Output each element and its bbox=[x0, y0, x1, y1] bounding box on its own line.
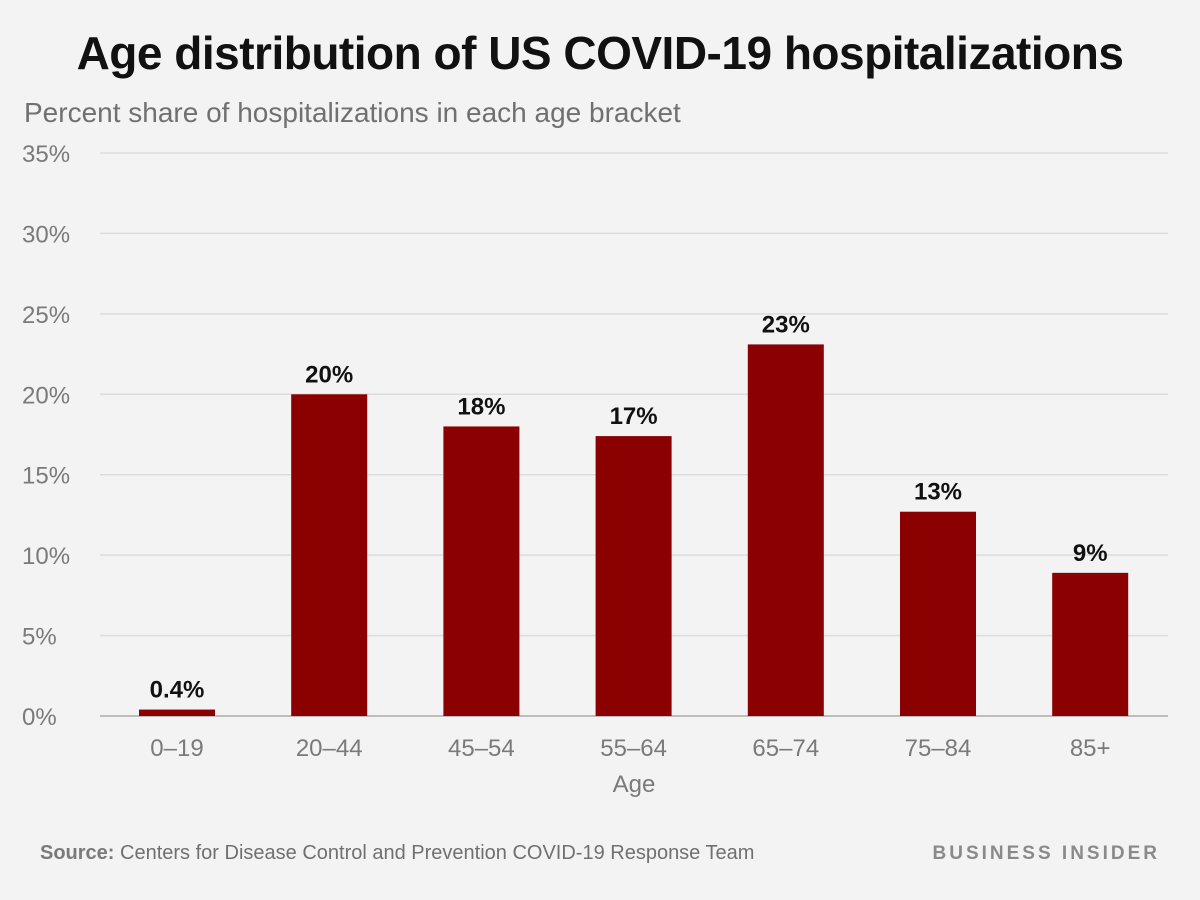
value-label: 0.4% bbox=[150, 677, 205, 704]
y-axis-ticks: 0% 5% 10% 15% 20% 25% 30% 35% bbox=[22, 141, 70, 731]
source-note: Source: Centers for Disease Control and … bbox=[40, 842, 754, 865]
x-tick-label: 55–64 bbox=[600, 735, 667, 762]
x-tick-label: 45–54 bbox=[448, 735, 515, 762]
y-tick-label: 10% bbox=[22, 543, 70, 570]
bar-2 bbox=[443, 426, 520, 716]
bar-1 bbox=[291, 394, 368, 716]
y-tick-label: 0% bbox=[22, 704, 57, 731]
bars bbox=[139, 344, 1129, 716]
bar-5 bbox=[900, 511, 976, 716]
y-tick-label: 30% bbox=[22, 221, 70, 248]
x-tick-label: 75–84 bbox=[905, 735, 972, 762]
brand-logo: BUSINESS INSIDER bbox=[932, 843, 1160, 864]
y-tick-label: 15% bbox=[22, 463, 70, 490]
gridlines bbox=[100, 152, 1168, 717]
x-axis-ticks: 0–19 20–44 45–54 55–64 65–74 75–84 85+ bbox=[150, 735, 1110, 762]
bar-4 bbox=[747, 344, 824, 716]
chart-title: Age distribution of US COVID-19 hospital… bbox=[76, 27, 1124, 79]
bar-6 bbox=[1052, 572, 1129, 716]
chart-subtitle: Percent share of hospitalizations in eac… bbox=[24, 97, 681, 128]
x-tick-label: 20–44 bbox=[296, 735, 363, 762]
y-tick-label: 35% bbox=[22, 141, 70, 168]
value-label: 17% bbox=[610, 403, 658, 430]
x-tick-label: 0–19 bbox=[150, 735, 203, 762]
value-label: 13% bbox=[914, 479, 962, 506]
source-key: Source: bbox=[40, 842, 115, 864]
value-label: 20% bbox=[305, 361, 353, 388]
x-tick-label: 65–74 bbox=[752, 735, 819, 762]
value-label: 18% bbox=[457, 393, 505, 420]
x-tick-label: 85+ bbox=[1070, 735, 1111, 762]
x-axis-label: Age bbox=[613, 771, 656, 798]
value-labels: 0.4% 20% 18% 17% 23% 13% 9% bbox=[150, 311, 1108, 703]
y-tick-label: 20% bbox=[22, 382, 70, 409]
source-text: Centers for Disease Control and Preventi… bbox=[114, 842, 755, 864]
bar-0 bbox=[139, 709, 215, 716]
y-tick-label: 5% bbox=[22, 624, 57, 651]
value-label: 9% bbox=[1073, 540, 1108, 567]
y-tick-label: 25% bbox=[22, 302, 70, 329]
value-label: 23% bbox=[762, 311, 810, 338]
bar-3 bbox=[595, 436, 672, 716]
